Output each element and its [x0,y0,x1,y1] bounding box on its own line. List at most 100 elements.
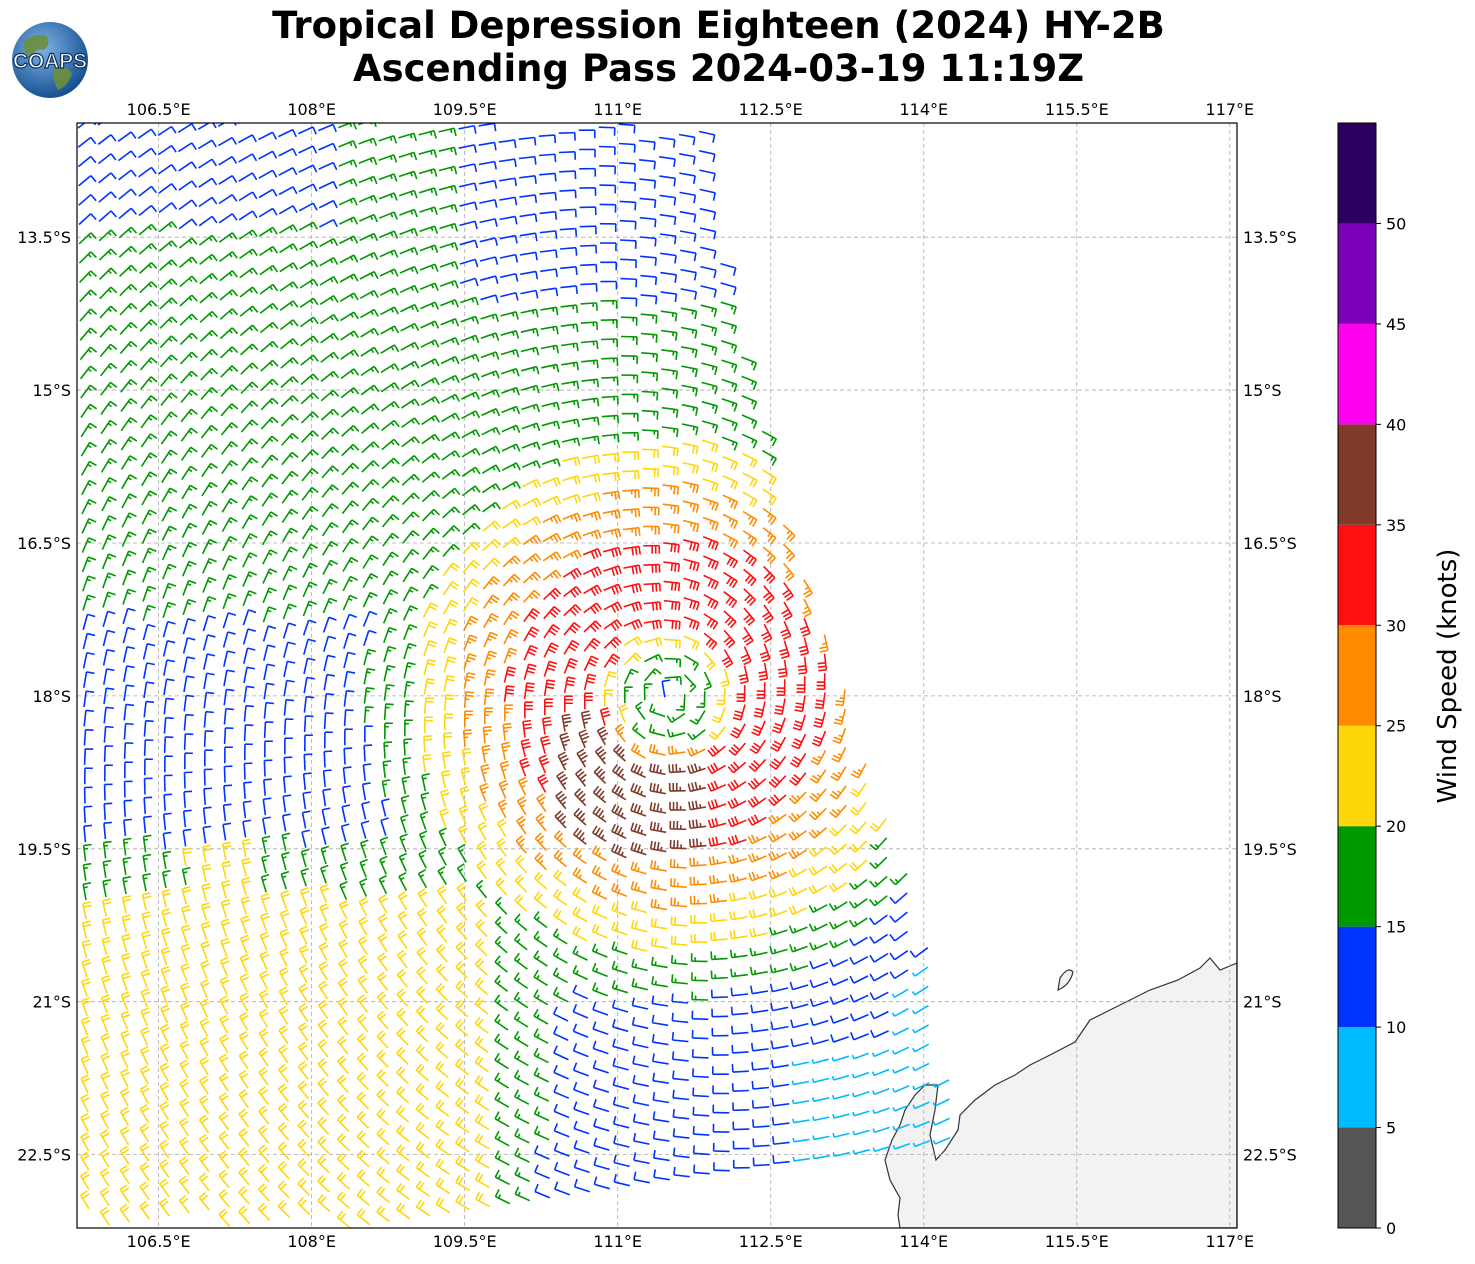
wind-barb [438,184,458,194]
wind-barb [199,310,218,323]
wind-barb [220,422,239,436]
wind-barb [319,237,339,248]
wind-barb [240,381,259,395]
wind-barb [240,438,259,452]
wind-barb [659,194,677,206]
wind-barb [161,506,178,522]
wind-barb [320,408,340,421]
wind-barb [641,352,658,363]
wind-barb [721,417,738,432]
wind-barb [401,417,420,429]
wind-barb [360,346,380,357]
wind-barb [460,372,480,381]
wind-barb [238,210,258,221]
wind-barb [679,230,697,242]
wind-barb [219,327,239,340]
wind-barb [80,384,98,399]
wind-barb [179,275,198,288]
wind-barb [300,354,319,366]
wind-barb [98,191,117,203]
wind-barb [339,292,359,302]
wind-barb [238,191,258,202]
wind-barb [140,376,158,390]
colorbar-bin [1338,123,1376,224]
wind-barb [502,480,521,491]
wind-barb [259,283,279,295]
wind-barb [680,249,697,262]
wind-barb [380,382,400,393]
wind-barb [660,329,678,341]
wind-barb [301,486,319,501]
wind-barb [621,393,639,403]
wind-barb [318,123,337,133]
wind-barb [78,174,97,187]
wind-barb [379,230,399,239]
wind-barb [258,169,278,179]
wind-barb [340,330,360,341]
wind-barb [761,430,777,447]
wind-barb [399,227,419,237]
wind-barb [341,462,360,476]
wind-barb [400,360,420,371]
wind-barb [178,199,198,211]
wind-barb [281,470,299,485]
wind-barb [278,186,298,196]
wind-barb [281,508,299,524]
wind-barb [620,335,638,345]
wind-barb [80,460,97,476]
wind-barb [239,267,259,279]
wind-barb [499,196,518,206]
wind-barb [559,170,577,180]
wind-barb [560,304,579,314]
gridlines [77,123,1237,1228]
wind-barb [178,218,198,230]
wind-barb [78,194,97,206]
wind-barb [379,287,399,297]
wind-barb [460,296,479,306]
wind-barbs [77,123,951,1228]
wind-barb [440,374,460,384]
wind-barb [598,145,616,156]
wind-barb [479,237,499,246]
wind-barb [138,223,158,236]
wind-barb [280,376,299,389]
wind-barb [619,239,637,249]
wind-barb [582,454,601,464]
wind-barb [480,332,500,341]
wind-barb [98,210,117,223]
wind-barb [81,537,97,553]
wind-barb [138,166,157,178]
wind-barb [139,281,158,294]
wind-barb [118,188,137,200]
wind-barb [79,365,98,380]
wind-barb [238,134,257,144]
wind-barb [180,389,198,404]
wind-barb [582,473,601,483]
wind-barb [240,419,259,433]
wind-barb [160,430,178,445]
wind-barb [279,281,299,292]
lat-label-left: 22.5°S [17,1146,71,1165]
wind-barb [400,398,420,409]
wind-barb [361,460,380,473]
wind-barb [359,232,379,242]
wind-barb [421,490,441,503]
wind-barb [338,197,358,206]
wind-barb [359,308,379,319]
wind-barb [699,227,717,240]
wind-barb [119,302,138,316]
wind-barb [499,253,519,263]
lon-label-top: 112.5°E [739,100,803,119]
wind-barb [217,123,237,127]
wind-barb [440,355,460,365]
wind-barb [101,476,117,493]
wind-barb [401,492,420,506]
wind-barb [140,452,158,467]
wind-barb [178,161,197,172]
wind-barb [558,151,577,160]
wind-barb [762,449,777,466]
wind-barb [381,419,400,432]
wind-barb [77,155,97,168]
wind-barb [640,294,658,305]
wind-barb [480,294,499,303]
